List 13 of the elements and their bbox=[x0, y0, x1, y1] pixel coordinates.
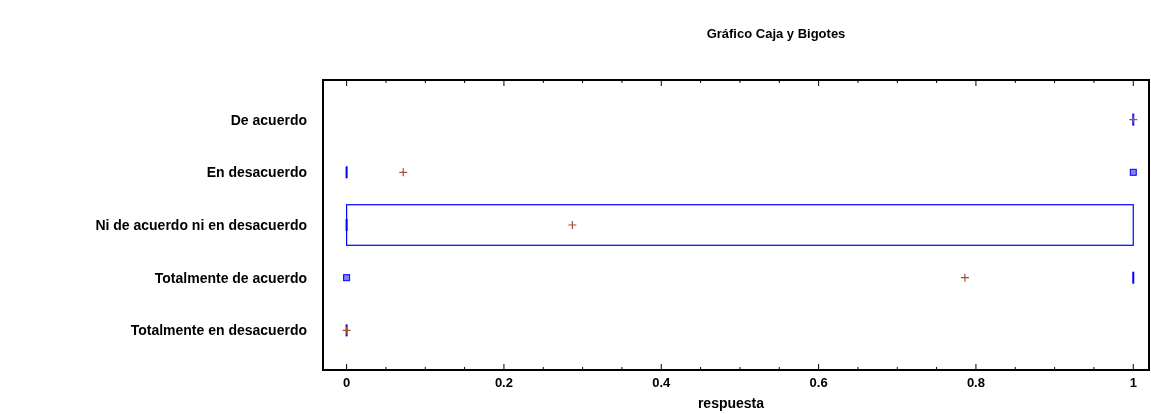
x-tick-label: 0.8 bbox=[966, 375, 985, 390]
x-tick-label: 1 bbox=[1129, 375, 1137, 390]
x-axis-title: respuesta bbox=[697, 395, 765, 411]
y-tick-label: De acuerdo bbox=[230, 111, 307, 128]
x-tick-label: 0.2 bbox=[494, 375, 513, 390]
y-tick-label: Ni de acuerdo ni en desacuerdo bbox=[95, 217, 307, 233]
x-tick-label: 0.4 bbox=[652, 375, 672, 390]
y-tick-label: Totalmente de acuerdo bbox=[154, 269, 307, 286]
x-tick-label: 0.6 bbox=[809, 375, 828, 390]
chart-title: Gráfico Caja y Bigotes bbox=[706, 26, 846, 41]
y-tick-label: En desacuerdo bbox=[206, 164, 307, 181]
y-tick-label: Totalmente en desacuerdo bbox=[130, 322, 307, 339]
x-tick-label: 0 bbox=[342, 375, 351, 390]
